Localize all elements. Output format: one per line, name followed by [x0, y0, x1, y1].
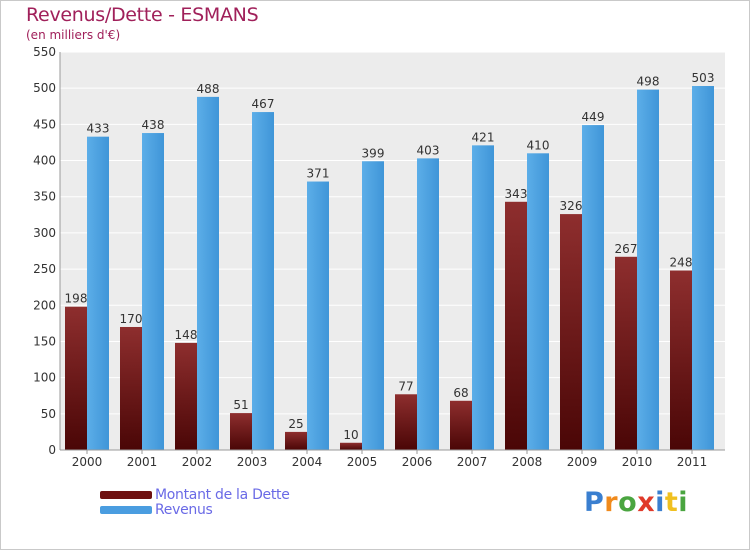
x-tick-label: 2008 [512, 455, 543, 469]
bar-revenus [362, 161, 384, 450]
data-label: 51 [233, 398, 248, 412]
y-tick-label: 550 [33, 45, 56, 59]
data-label: 267 [615, 242, 638, 256]
data-label: 449 [582, 110, 605, 124]
data-label: 25 [288, 417, 303, 431]
chart-subtitle: (en milliers d'€) [26, 28, 121, 42]
logo-letter: i [655, 487, 665, 518]
logo-letter: o [618, 487, 638, 518]
data-label: 77 [398, 379, 413, 393]
data-label: 467 [252, 97, 275, 111]
bar-revenus [692, 86, 714, 450]
x-tick-label: 2001 [127, 455, 158, 469]
bars: 198 433 170 438 148 488 51 467 25 371 10 399 77 403 68… [65, 71, 715, 451]
data-label: 438 [142, 118, 165, 132]
data-label: 421 [472, 130, 495, 144]
logo-letter: i [678, 487, 689, 518]
x-tick-label: 2000 [72, 455, 103, 469]
bar-debt [175, 342, 197, 450]
x-tick-label: 2002 [182, 455, 213, 469]
y-tick-label: 400 [33, 154, 56, 168]
bar-revenus [142, 133, 164, 450]
plot-background [60, 52, 725, 450]
y-tick-label: 350 [33, 190, 56, 204]
data-label: 68 [453, 386, 468, 400]
data-label: 399 [362, 146, 385, 160]
bar-revenus [527, 153, 549, 451]
data-label: 433 [87, 122, 110, 136]
bar-revenus [637, 89, 659, 450]
data-label: 503 [692, 71, 715, 85]
bar-revenus [307, 181, 329, 450]
bar-revenus [252, 112, 274, 450]
bar-debt [285, 431, 307, 450]
bar-debt [120, 326, 142, 450]
legend: Montant de la Dette Revenus [100, 486, 290, 518]
legend-item-revenus: Revenus [100, 501, 290, 518]
y-tick-label: 50 [41, 407, 56, 421]
y-tick-label: 150 [33, 334, 56, 348]
x-tick-label: 2006 [402, 455, 433, 469]
data-label: 410 [527, 138, 550, 152]
bar-debt [65, 306, 87, 450]
bar-debt [450, 400, 472, 450]
x-tick-label: 2004 [292, 455, 323, 469]
data-label: 248 [670, 256, 693, 270]
bar-debt [395, 394, 417, 450]
chart-title: Revenus/Dette - ESMANS [26, 4, 259, 26]
legend-label-debt: Montant de la Dette [155, 486, 290, 503]
proxiti-logo: Proxiti [584, 487, 688, 518]
data-label: 403 [417, 143, 440, 157]
data-label: 371 [307, 167, 330, 181]
y-axis: 0 50 100 150 200 250 300 350 400 450 500 550 [33, 45, 61, 457]
legend-label-revenus: Revenus [155, 501, 213, 518]
data-label: 10 [343, 428, 358, 442]
y-tick-label: 200 [33, 298, 56, 312]
legend-swatch-revenus [100, 505, 152, 514]
data-label: 170 [120, 312, 143, 326]
bar-revenus [472, 145, 494, 450]
y-tick-label: 250 [33, 262, 56, 276]
bar-debt [560, 214, 582, 450]
data-label: 343 [505, 187, 528, 201]
data-label: 148 [175, 328, 198, 342]
logo-letter: x [637, 487, 656, 518]
x-tick-label: 2009 [567, 455, 598, 469]
data-label: 326 [560, 199, 583, 213]
y-tick-label: 0 [48, 443, 56, 457]
y-tick-label: 300 [33, 226, 56, 240]
bar-revenus [417, 158, 439, 450]
bar-debt [230, 413, 252, 450]
x-axis: 2000 2001 2002 2003 2004 2005 2006 2007 2008 2009… [60, 449, 725, 469]
bar-debt [670, 270, 692, 450]
x-tick-label: 2010 [622, 455, 653, 469]
y-tick-label: 450 [33, 117, 56, 131]
bar-revenus [87, 136, 109, 450]
x-tick-label: 2003 [237, 455, 268, 469]
bar-revenus [197, 96, 219, 451]
data-label: 488 [197, 82, 220, 96]
legend-swatch-debt [100, 490, 152, 499]
bar-revenus [582, 125, 604, 450]
logo-letter: r [604, 487, 619, 518]
bar-debt [340, 442, 362, 450]
bar-debt [615, 256, 637, 450]
data-label: 198 [65, 292, 88, 306]
logo-letter: t [664, 487, 679, 518]
x-tick-label: 2005 [347, 455, 378, 469]
bar-debt [505, 201, 527, 450]
y-tick-label: 500 [33, 81, 56, 95]
x-tick-label: 2007 [457, 455, 488, 469]
x-tick-label: 2011 [677, 455, 708, 469]
legend-item-debt: Montant de la Dette [100, 486, 290, 503]
y-tick-label: 100 [33, 371, 56, 385]
logo-letter: P [584, 487, 605, 518]
data-label: 498 [637, 75, 660, 89]
